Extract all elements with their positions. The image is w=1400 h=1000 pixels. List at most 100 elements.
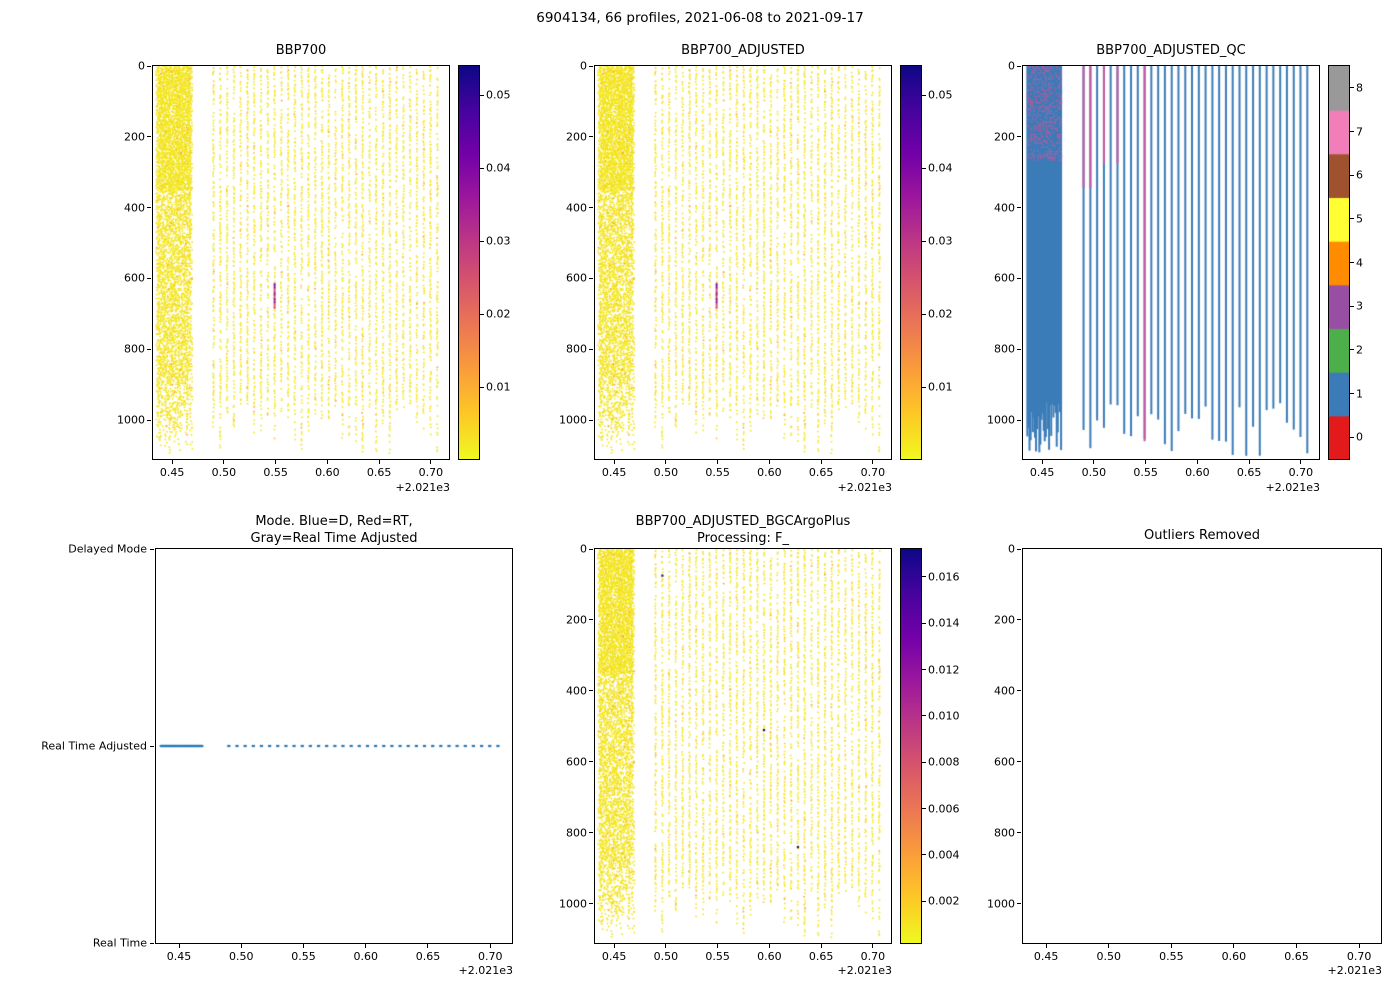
colorbar-tick-mark	[922, 900, 926, 902]
x-tick-label: 0.45	[601, 466, 627, 479]
colorbar-tick-label: 0.014	[928, 616, 960, 630]
colorbar-tick-mark	[922, 715, 926, 717]
y-tick-mark	[1017, 207, 1021, 209]
colorbar-tick-label: 5	[1356, 212, 1363, 226]
x-tick-label: 0.70	[860, 950, 886, 963]
x-tick-label: 0.50	[653, 950, 679, 963]
x-tick-label: 0.60	[353, 950, 378, 963]
panel-bbp700-adjusted-title: BBP700_ADJUSTED	[681, 43, 805, 58]
y-tick-label: 800	[994, 826, 1015, 840]
y-tick-mark	[589, 348, 593, 350]
y-tick-label: 200	[994, 130, 1015, 144]
x-tick-label: 0.70	[418, 466, 444, 479]
bbp700-adjusted-scatter-canvas	[595, 66, 891, 459]
colorbar-tick-label: 0.05	[928, 88, 953, 102]
x-tick-label: 0.65	[366, 466, 392, 479]
x-tick-label: 0.45	[159, 466, 185, 479]
x-tick-mark	[1093, 460, 1095, 464]
x-tick-mark	[427, 944, 429, 948]
x-tick-label: 0.50	[1081, 466, 1107, 479]
colorbar-tick-mark	[480, 386, 484, 388]
x-offset-label: +2.021e3	[458, 964, 513, 977]
x-tick-mark	[1170, 944, 1172, 948]
y-tick-label: 800	[124, 342, 145, 356]
x-tick-mark	[820, 944, 822, 948]
y-tick-mark	[1017, 832, 1021, 834]
colorbar-tick-mark	[922, 576, 926, 578]
colorbar-tick-mark	[922, 94, 926, 96]
x-tick-label: 0.55	[1159, 950, 1184, 963]
bgcargoplus-colorbar	[900, 548, 922, 944]
y-tick-label: 400	[124, 201, 145, 215]
panel-bbp700-plot	[152, 65, 450, 460]
panel-bgcargoplus-title: BBP700_ADJUSTED_BGCArgoPlus Processing: …	[635, 514, 851, 546]
y-tick-mark	[147, 348, 151, 350]
colorbar-tick-mark	[922, 854, 926, 856]
x-tick-label: 0.45	[1029, 466, 1055, 479]
x-tick-mark	[365, 944, 367, 948]
colorbar-tick-label: 0.006	[928, 802, 960, 816]
x-tick-label: 0.55	[705, 950, 730, 963]
colorbar-tick-mark	[1350, 305, 1354, 307]
x-tick-mark	[768, 460, 770, 464]
bbp700-adjusted-colorbar-canvas	[901, 66, 921, 459]
colorbar-tick-mark	[1350, 218, 1354, 220]
colorbar-tick-mark	[480, 313, 484, 315]
x-tick-mark	[665, 460, 667, 464]
x-tick-mark	[613, 460, 615, 464]
colorbar-tick-label: 6	[1356, 168, 1363, 182]
y-tick-label: 600	[566, 271, 587, 285]
y-tick-label: 400	[566, 201, 587, 215]
x-tick-label: 0.65	[1284, 950, 1309, 963]
y-tick-mark	[147, 419, 151, 421]
x-tick-mark	[872, 944, 874, 948]
bbp700-adjusted-qc-canvas	[1023, 66, 1319, 459]
y-tick-label: 600	[994, 271, 1015, 285]
y-tick-mark	[589, 548, 593, 550]
y-tick-label: 1000	[117, 413, 145, 427]
x-tick-mark	[1300, 460, 1302, 464]
colorbar-tick-mark	[922, 313, 926, 315]
bbp700-colorbar	[458, 65, 480, 460]
bbp700-adjusted-colorbar	[900, 65, 922, 460]
x-tick-mark	[326, 460, 328, 464]
colorbar-tick-mark	[1350, 436, 1354, 438]
y-tick-label: Real Time Adjusted	[41, 739, 147, 753]
colorbar-tick-mark	[480, 94, 484, 96]
y-tick-label: 800	[566, 826, 587, 840]
y-tick-mark	[1017, 903, 1021, 905]
y-tick-mark	[150, 548, 154, 550]
bbp700-scatter-canvas	[153, 66, 449, 459]
colorbar-tick-label: 0.03	[928, 234, 953, 248]
y-tick-mark	[1017, 690, 1021, 692]
colorbar-tick-label: 2	[1356, 343, 1363, 357]
x-tick-mark	[768, 944, 770, 948]
x-tick-mark	[178, 944, 180, 948]
x-tick-mark	[1045, 944, 1047, 948]
x-tick-label: 0.45	[166, 950, 192, 963]
x-tick-label: 0.65	[808, 466, 834, 479]
outliers-removed-canvas	[1023, 549, 1381, 943]
y-tick-label: 600	[566, 755, 587, 769]
y-tick-mark	[589, 903, 593, 905]
x-tick-mark	[303, 944, 304, 948]
x-tick-mark	[1041, 460, 1043, 464]
colorbar-tick-label: 0.05	[486, 88, 511, 102]
y-tick-label: 600	[124, 271, 145, 285]
x-tick-mark	[717, 460, 719, 464]
colorbar-tick-mark	[1350, 349, 1354, 351]
y-tick-label: 200	[566, 613, 587, 627]
y-tick-mark	[147, 207, 151, 209]
x-tick-label: 0.45	[1033, 950, 1059, 963]
colorbar-tick-label: 0	[1356, 430, 1363, 444]
y-tick-label: 400	[566, 684, 587, 698]
y-tick-label: 400	[994, 684, 1015, 698]
x-tick-mark	[1145, 460, 1147, 464]
panel-outliers-removed-plot	[1022, 548, 1382, 944]
panel-bbp700-title: BBP700	[275, 43, 327, 58]
colorbar-tick-mark	[1350, 87, 1354, 89]
colorbar-tick-mark	[922, 167, 926, 169]
x-tick-label: 0.65	[415, 950, 441, 963]
x-tick-label: 0.45	[601, 950, 627, 963]
x-tick-label: 0.70	[860, 466, 886, 479]
